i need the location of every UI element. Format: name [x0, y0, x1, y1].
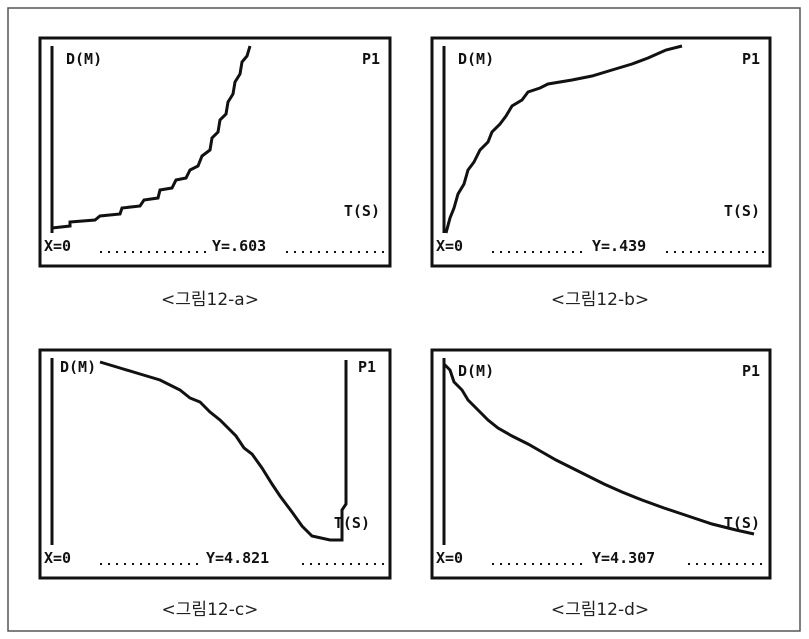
screen-frame [40, 350, 390, 578]
cursor-y: Y=.603 [212, 237, 266, 255]
y-label: D(M) [458, 50, 494, 68]
screen-b: D(M) P1 T(S) X=0 Y=.439 [432, 38, 770, 266]
caption: <그림12-a> [161, 290, 259, 310]
cursor-y: Y=4.307 [592, 549, 655, 567]
y-label: D(M) [458, 362, 494, 380]
y-label: D(M) [60, 358, 96, 376]
screen-frame [432, 350, 770, 578]
screen-a: D(M) P1 T(S) X=0 Y=.603 [40, 38, 390, 266]
figure: D(M) P1 T(S) X=0 Y=.603 <그림12-a> D(M) P1… [0, 0, 809, 639]
x-label: T(S) [334, 514, 370, 532]
plot-label: P1 [742, 362, 760, 380]
screen-d: D(M) P1 T(S) X=0 Y=4.307 [432, 350, 770, 578]
cursor-x: X=0 [44, 549, 71, 567]
plot-label: P1 [358, 358, 376, 376]
cursor-x: X=0 [44, 237, 71, 255]
caption: <그림12-d> [551, 600, 649, 620]
screen-c: D(M) P1 T(S) X=0 Y=4.821 [40, 350, 390, 578]
cursor-x: X=0 [436, 237, 463, 255]
x-label: T(S) [344, 202, 380, 220]
plot-label: P1 [362, 50, 380, 68]
plot-label: P1 [742, 50, 760, 68]
x-label: T(S) [724, 202, 760, 220]
y-label: D(M) [66, 50, 102, 68]
cursor-x: X=0 [436, 549, 463, 567]
caption: <그림12-c> [162, 600, 259, 620]
cursor-y: Y=4.821 [206, 549, 269, 567]
caption: <그림12-b> [551, 290, 649, 310]
cursor-y: Y=.439 [592, 237, 646, 255]
screen-frame [40, 38, 390, 266]
